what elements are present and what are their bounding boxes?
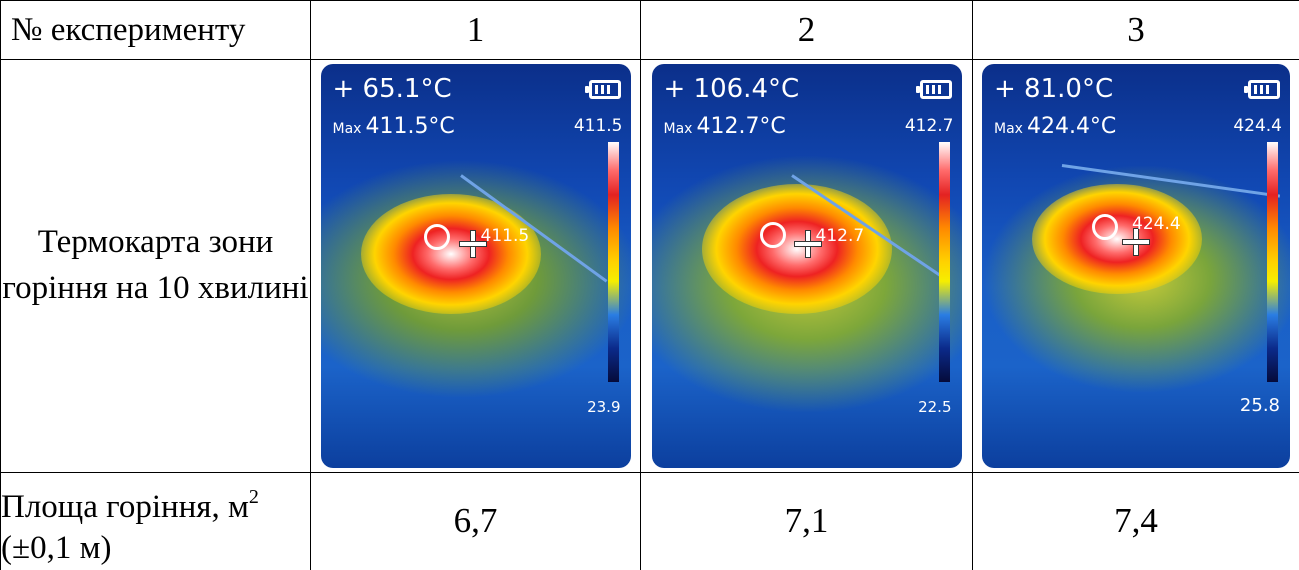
scale-min-value: 23.9 — [587, 398, 620, 416]
spot-temperature: 412.7 — [816, 226, 865, 246]
scale-min-value: 25.8 — [1240, 395, 1280, 416]
burn-area-value-3: 7,4 — [973, 473, 1299, 570]
current-temperature: + 106.4°C — [664, 74, 800, 104]
thermal-map-label: Термокарта зони горіння на 10 хвилині — [1, 60, 311, 473]
battery-icon — [920, 80, 952, 99]
target-marker-icon — [1092, 214, 1118, 240]
burn-area-value-1: 6,7 — [311, 473, 641, 570]
target-marker-icon — [760, 222, 786, 248]
burn-area-row: Площа горіння, м2 (±0,1 м) 6,7 7,1 7,4 — [1, 473, 1299, 570]
battery-icon — [1248, 80, 1280, 99]
spot-temperature: 411.5 — [481, 226, 530, 246]
experiment-2-header: 2 — [641, 1, 973, 60]
battery-icon — [589, 80, 621, 99]
scale-max-value: 424.4 — [1233, 116, 1282, 136]
burn-area-label: Площа горіння, м2 (±0,1 м) — [1, 473, 311, 570]
scale-min-value: 22.5 — [918, 398, 951, 416]
experiment-1-header: 1 — [311, 1, 641, 60]
header-row: № експерименту 1 2 3 — [1, 1, 1299, 60]
spot-temperature: 424.4 — [1132, 214, 1181, 234]
experiment-3-header: 3 — [973, 1, 1299, 60]
temperature-scale-bar — [608, 142, 619, 382]
target-marker-icon — [424, 224, 450, 250]
scale-max-value: 412.7 — [905, 116, 954, 136]
experiment-number-header: № експерименту — [1, 1, 311, 60]
temperature-scale-bar — [1267, 142, 1278, 382]
temperature-scale-bar — [939, 142, 950, 382]
burn-area-value-2: 7,1 — [641, 473, 973, 570]
thermal-map-row: Термокарта зони горіння на 10 хвилині 41… — [1, 60, 1299, 473]
current-temperature: + 65.1°C — [333, 74, 452, 104]
current-temperature: + 81.0°C — [994, 74, 1113, 104]
scale-max-value: 411.5 — [574, 116, 623, 136]
